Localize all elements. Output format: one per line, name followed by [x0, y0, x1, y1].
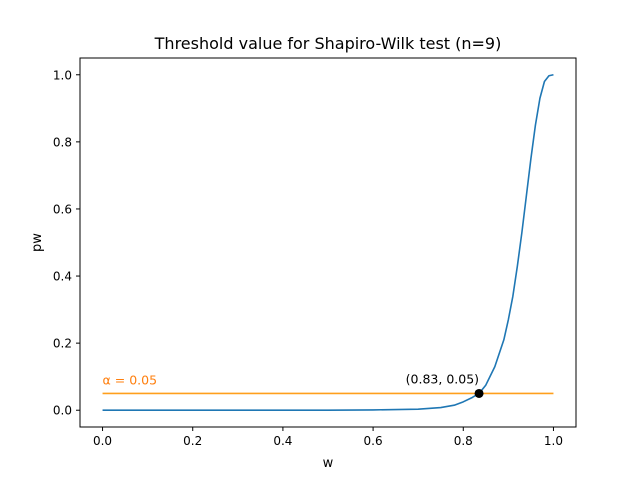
alpha-annotation: α = 0.05 [103, 372, 158, 387]
x-tick-label: 0.6 [364, 434, 383, 448]
y-tick-label: 0.6 [53, 202, 72, 216]
y-tick-label: 0.0 [53, 404, 72, 418]
y-tick-label: 1.0 [53, 68, 72, 82]
chart-title: Threshold value for Shapiro-Wilk test (n… [154, 34, 502, 53]
threshold-point [474, 388, 484, 398]
y-tick-label: 0.8 [53, 135, 72, 149]
x-tick-label: 0.8 [454, 434, 473, 448]
x-axis-label: w [323, 456, 334, 471]
x-tick-label: 0.2 [183, 434, 202, 448]
series-line-0 [102, 73, 554, 412]
y-tick-label: 0.2 [53, 337, 72, 351]
x-tick-label: 0.0 [93, 434, 112, 448]
x-tick-label: 0.4 [273, 434, 292, 448]
x-tick-label: 1.0 [544, 434, 563, 448]
y-tick-label: 0.4 [53, 270, 72, 284]
y-axis-label: pw [30, 233, 45, 252]
axis-ticks: 0.0 0.2 0.4 0.6 0.8 1.0 0.0 0.2 0.4 0.6 0.8 1.0 [53, 68, 563, 448]
plot-area: α = 0.05 (0.83, 0.05) [102, 73, 554, 412]
axes-frame [79, 57, 577, 428]
point-annotation: (0.83, 0.05) [406, 371, 479, 386]
